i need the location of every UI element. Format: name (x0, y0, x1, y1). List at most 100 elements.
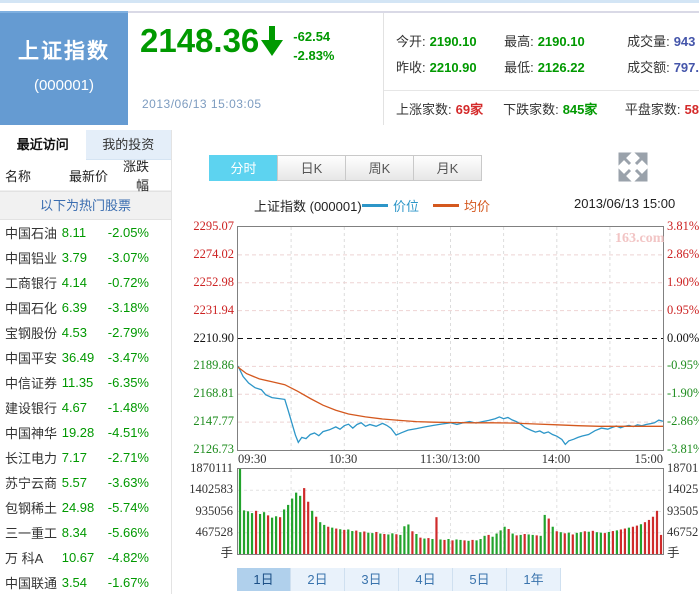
stock-price: 19.28 (61, 425, 95, 440)
stock-price: 4.14 (61, 275, 88, 290)
stat-value: 2190.10 (537, 34, 585, 49)
sidebar-tab[interactable]: 我的投资 (85, 130, 171, 160)
fullscreen-icon[interactable] (616, 150, 650, 184)
stock-name: 苏宁云商 (5, 476, 58, 491)
stat-item: 成交量: 943 (627, 29, 699, 55)
axis-label: 2168.81 (193, 386, 234, 401)
price-axis-left: 2295.07 2274.02 2252.98 2231.94 2210.90 2189.… (178, 219, 234, 456)
stock-name: 中国神华 (5, 426, 58, 441)
stock-change-pct: -0.72% (107, 275, 149, 290)
volume-chart (237, 468, 664, 555)
stock-price: 24.98 (61, 500, 95, 515)
stock-row[interactable]: 三一重工 8.34 -5.66% (0, 520, 171, 545)
stat-value: 797. (673, 60, 699, 75)
axis-label: 2126.73 (193, 442, 234, 456)
down-arrow-icon (261, 26, 284, 56)
stock-price: 36.49 (61, 350, 95, 365)
stock-name: 建设银行 (5, 401, 58, 416)
header-border-gray (128, 11, 699, 13)
stock-row[interactable]: 工商银行 4.14 -0.72% (0, 270, 171, 295)
stock-row[interactable]: 建设银行 4.67 -1.48% (0, 395, 171, 420)
stats-panel: 今开: 2190.10 昨收: 2210.90 最高: 2190.10 最低: 2126.22… (383, 13, 699, 125)
period-tab-2日[interactable]: 2日 (291, 568, 345, 591)
stock-row[interactable]: 长江电力 7.17 -2.71% (0, 445, 171, 470)
stat-label: 昨收: (396, 60, 426, 75)
axis-label: 1402583 (189, 482, 233, 497)
stock-row[interactable]: 中国平安 36.49 -3.47% (0, 345, 171, 370)
stats-grid: 今开: 2190.10 昨收: 2210.90 最高: 2190.10 最低: 2126.22… (384, 13, 699, 91)
stock-price: 3.54 (61, 575, 88, 590)
breadth-value: 845家 (562, 101, 598, 117)
stock-row[interactable]: 宝钢股份 4.53 -2.79% (0, 320, 171, 345)
period-tab-5日[interactable]: 5日 (453, 568, 507, 591)
stock-row[interactable]: 中国石化 6.39 -3.18% (0, 295, 171, 320)
kline-tab-周K[interactable]: 周K (345, 155, 414, 181)
legend-line-swatch (362, 204, 388, 207)
stock-price: 7.17 (61, 450, 88, 465)
stat-label: 最低: (504, 60, 534, 75)
axis-label: 93505 (667, 503, 699, 518)
stock-name: 三一重工 (5, 526, 58, 541)
stock-price: 4.67 (61, 400, 88, 415)
kline-tab-分时[interactable]: 分时 (209, 155, 278, 181)
period-tab-4日[interactable]: 4日 (399, 568, 453, 591)
stock-name: 中国石化 (5, 301, 58, 316)
axis-label: 935056 (195, 503, 234, 518)
stock-name: 工商银行 (5, 276, 58, 291)
time-axis: 09:30 10:30 11:30/13:00 14:00 15:00 (0, 452, 699, 468)
stock-change-pct: -1.67% (107, 575, 149, 590)
breadth-item: 上涨家数: 69家 (396, 99, 503, 118)
stock-name: 包钢稀土 (5, 501, 58, 516)
stock-row[interactable]: 苏宁云商 5.57 -3.63% (0, 470, 171, 495)
pct-axis-right: 3.81% 2.86% 1.90% 0.95% 0.00% -0.95% -1.90% -2.… (667, 219, 699, 456)
kline-tab-月K[interactable]: 月K (413, 155, 482, 181)
period-tab-1年[interactable]: 1年 (507, 568, 561, 591)
column-header: 最新价 (69, 168, 109, 184)
stat-label: 成交额: (627, 60, 670, 75)
stock-row[interactable]: 中国神华 19.28 -4.51% (0, 420, 171, 445)
breadth-label: 下跌家数: (503, 101, 559, 117)
stat-item: 昨收: 2210.90 (396, 55, 504, 81)
stat-value: 2210.90 (429, 60, 477, 75)
time-label: 09:30 (238, 452, 267, 466)
breadth-label: 平盘家数: (624, 101, 681, 117)
header-top-border (0, 11, 699, 13)
index-code: (000001) (33, 77, 95, 94)
index-name-box: 上证指数 (000001) (0, 13, 128, 125)
index-name: 上证指数 (18, 40, 110, 63)
header-border-blue (0, 11, 128, 13)
kline-tab-日K[interactable]: 日K (277, 155, 346, 181)
sidebar-tab[interactable]: 最近访问 (0, 130, 86, 160)
chart-legend: 价位 均价 (362, 196, 504, 215)
stock-row[interactable]: 中信证券 11.35 -6.35% (0, 370, 171, 395)
stock-name: 中国联通 (5, 576, 58, 591)
stock-change-pct: -1.48% (107, 400, 149, 415)
period-tab-bar: 1日 2日 3日 4日 5日 1年 (237, 568, 561, 591)
stock-row[interactable]: 万 科A 10.67 -4.82% (0, 545, 171, 570)
stock-change-pct: -2.71% (107, 450, 149, 465)
stat-value: 2190.10 (429, 34, 477, 49)
axis-label: 2231.94 (193, 302, 234, 317)
time-label: 15:00 (634, 452, 663, 466)
stat-column: 今开: 2190.10 昨收: 2210.90 (396, 29, 504, 90)
period-tab-3日[interactable]: 3日 (345, 568, 399, 591)
price-chart (237, 226, 664, 451)
market-breadth-row: 上涨家数: 69家 下跌家数: 845家 平盘家数: 58 (384, 91, 699, 125)
legend-item: 价位 (362, 196, 419, 215)
time-label: 10:30 (328, 452, 358, 466)
axis-label: 3.81% (667, 219, 699, 233)
axis-label: 1870111 (190, 461, 233, 475)
stock-name: 中国平安 (5, 351, 58, 366)
stock-row[interactable]: 中国铝业 3.79 -3.07% (0, 245, 171, 270)
stock-row[interactable]: 中国联通 3.54 -1.67% (0, 570, 171, 594)
period-tab-1日[interactable]: 1日 (237, 568, 291, 591)
legend-label: 价位 (393, 199, 420, 214)
axis-label: 2210.90 (193, 330, 234, 345)
stock-row[interactable]: 包钢稀土 24.98 -5.74% (0, 495, 171, 520)
stock-row[interactable]: 中国石油 8.11 -2.05% (0, 220, 171, 245)
stock-price: 5.57 (61, 475, 88, 490)
breadth-item: 下跌家数: 845家 (503, 99, 625, 118)
stock-name: 长江电力 (5, 451, 58, 466)
stock-change-pct: -3.47% (107, 350, 149, 365)
breadth-label: 上涨家数: (396, 101, 452, 117)
